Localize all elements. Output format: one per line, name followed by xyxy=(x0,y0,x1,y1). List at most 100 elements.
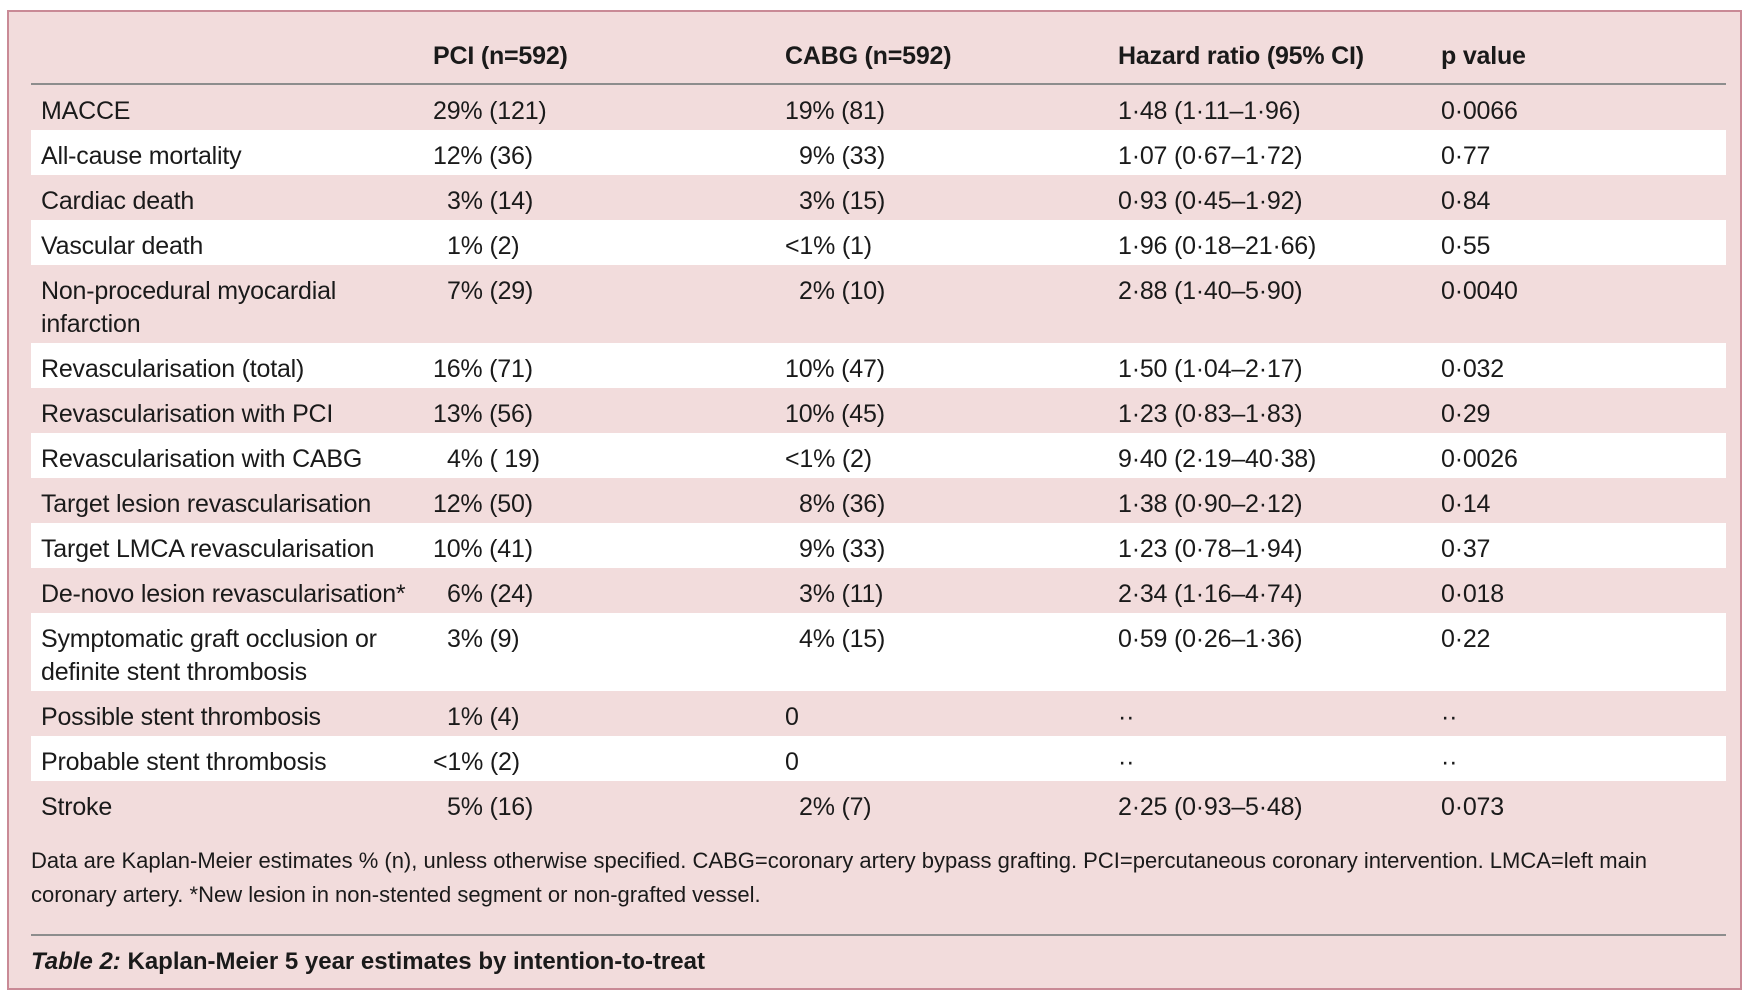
cell-pci: 12% (50) xyxy=(433,490,533,518)
table-body: MACCE 29% (121) 19% (81) 1·48 (1·11–1·96) 0·… xyxy=(31,84,1726,826)
table-row: Vascular death 1% (2) <1% (1) 1·96 (0·18–21… xyxy=(31,220,1726,265)
cell-pci: 16% (71) xyxy=(433,343,785,388)
cell-outcome: Stroke xyxy=(41,793,113,821)
table-row: De-novo lesion revascularisation* 6% (24)… xyxy=(31,568,1726,613)
cell-cabg: 10% (45) xyxy=(785,400,885,428)
table-caption: Table 2: Kaplan-Meier 5 year estimates b… xyxy=(31,948,1726,976)
table-row: Symptomatic graft occlusion or definite … xyxy=(31,613,1726,691)
cell-cabg: 2% (10) xyxy=(799,277,886,305)
cell-hazard-ratio: 1·50 (1·04–2·17) xyxy=(1118,343,1441,388)
results-table: PCI (n=592) CABG (n=592) Hazard ratio (9… xyxy=(31,30,1726,826)
cell-hazard-ratio: 1·38 (0·90–2·12) xyxy=(1118,490,1303,518)
table-row: Target lesion revascularisation 12% (50) 8… xyxy=(31,478,1726,523)
table-row: Target LMCA revascularisation 10% (41) 9% … xyxy=(31,523,1726,568)
cell-outcome: Non-procedural myocardial infarction xyxy=(41,277,337,338)
table-row: All-cause mortality 12% (36) 9% (33) 1·07 (… xyxy=(31,130,1726,175)
cell-outcome: Target lesion revascularisation xyxy=(41,490,372,518)
header-pci: PCI (n=592) xyxy=(433,30,785,85)
cell-outcome: Target LMCA revascularisation xyxy=(31,523,433,568)
cell-hazard-ratio: 1·07 (0·67–1·72) xyxy=(1118,130,1441,175)
table-row: Cardiac death 3% (14) 3% (15) 0·93 (0·45–1·… xyxy=(31,175,1726,220)
cell-pci: 7% (29) xyxy=(447,277,534,305)
cell-cabg: 3% (11) xyxy=(799,580,884,608)
header-row: PCI (n=592) CABG (n=592) Hazard ratio (9… xyxy=(31,30,1726,85)
cell-p-value: 0·14 xyxy=(1441,490,1491,518)
cell-outcome: MACCE xyxy=(41,97,131,125)
caption-divider xyxy=(31,934,1726,936)
cell-hazard-ratio: 1·23 (0·78–1·94) xyxy=(1118,523,1441,568)
table-panel: PCI (n=592) CABG (n=592) Hazard ratio (9… xyxy=(7,10,1742,990)
cell-p-value: 0·29 xyxy=(1441,400,1491,428)
cell-outcome: De-novo lesion revascularisation* xyxy=(41,580,406,608)
cell-cabg: 9% (33) xyxy=(785,130,1118,175)
cell-hazard-ratio: ·· xyxy=(1118,703,1135,731)
table-row: Revascularisation with CABG 4% ( 19) <1% (… xyxy=(31,433,1726,478)
table-row: Revascularisation with PCI 13% (56) 10% (4… xyxy=(31,388,1726,433)
cell-p-value: 0·84 xyxy=(1441,187,1491,215)
cell-hazard-ratio: ·· xyxy=(1118,736,1441,781)
cell-cabg: <1% (1) xyxy=(785,220,1118,265)
table-row: Stroke 5% (16) 2% (7) 2·25 (0·93–5·48) 0·073 xyxy=(31,781,1726,826)
cell-p-value: 0·22 xyxy=(1441,613,1726,691)
cell-outcome: Cardiac death xyxy=(41,187,195,215)
cell-pci: 29% (121) xyxy=(433,97,547,125)
cell-hazard-ratio: 0·93 (0·45–1·92) xyxy=(1118,187,1303,215)
header-p-value: p value xyxy=(1441,30,1726,85)
cell-cabg: 0 xyxy=(785,736,1118,781)
cell-hazard-ratio: 2·88 (1·40–5·90) xyxy=(1118,277,1303,305)
table-row: Probable stent thrombosis <1% (2) 0 ·· ·· xyxy=(31,736,1726,781)
cell-outcome: Probable stent thrombosis xyxy=(31,736,433,781)
cell-outcome: Possible stent thrombosis xyxy=(41,703,321,731)
cell-cabg: 3% (15) xyxy=(799,187,886,215)
header-hazard-ratio: Hazard ratio (95% CI) xyxy=(1118,30,1441,85)
cell-outcome: All-cause mortality xyxy=(31,130,433,175)
cell-p-value: 0·77 xyxy=(1441,130,1726,175)
cell-cabg: 8% (36) xyxy=(799,490,886,518)
cell-pci: 4% ( 19) xyxy=(433,433,785,478)
cell-pci: 10% (41) xyxy=(433,523,785,568)
cell-p-value: 0·37 xyxy=(1441,523,1726,568)
cell-hazard-ratio: 2·34 (1·16–4·74) xyxy=(1118,580,1303,608)
cell-pci: 3% (14) xyxy=(447,187,534,215)
cell-pci: 1% (2) xyxy=(433,220,785,265)
table-row: Non-procedural myocardial infarction 7% (… xyxy=(31,265,1726,343)
cell-hazard-ratio: 1·96 (0·18–21·66) xyxy=(1118,220,1441,265)
header-cabg: CABG (n=592) xyxy=(785,30,1118,85)
cell-cabg: 2% (7) xyxy=(799,793,872,821)
cell-p-value: 0·0040 xyxy=(1441,277,1518,305)
table-row: Possible stent thrombosis 1% (4) 0 ·· ·· xyxy=(31,691,1726,736)
cell-hazard-ratio: 9·40 (2·19–40·38) xyxy=(1118,433,1441,478)
cell-pci: 3% (9) xyxy=(433,613,785,691)
cell-pci: 1% (4) xyxy=(447,703,520,731)
cell-p-value: ·· xyxy=(1441,703,1458,731)
cell-hazard-ratio: 0·59 (0·26–1·36) xyxy=(1118,613,1441,691)
cell-outcome: Revascularisation with CABG xyxy=(31,433,433,478)
cell-outcome: Symptomatic graft occlusion or definite … xyxy=(31,613,433,691)
cell-outcome: Revascularisation with PCI xyxy=(41,400,334,428)
table-container: PCI (n=592) CABG (n=592) Hazard ratio (9… xyxy=(31,30,1726,976)
cell-outcome: Revascularisation (total) xyxy=(31,343,433,388)
cell-p-value: 0·0026 xyxy=(1441,433,1726,478)
cell-outcome: Vascular death xyxy=(31,220,433,265)
cell-pci: 6% (24) xyxy=(447,580,534,608)
cell-pci: 13% (56) xyxy=(433,400,533,428)
cell-hazard-ratio: 1·23 (0·83–1·83) xyxy=(1118,400,1303,428)
caption-label: Table 2: xyxy=(31,948,121,975)
table-row: MACCE 29% (121) 19% (81) 1·48 (1·11–1·96) 0·… xyxy=(31,84,1726,130)
table-footnote: Data are Kaplan-Meier estimates % (n), u… xyxy=(31,848,1647,907)
cell-p-value: 0·55 xyxy=(1441,220,1726,265)
cell-cabg: <1% (2) xyxy=(785,433,1118,478)
cell-p-value: 0·073 xyxy=(1441,793,1504,821)
cell-pci: 12% (36) xyxy=(433,130,785,175)
cell-p-value: 0·0066 xyxy=(1441,97,1518,125)
table-row: Revascularisation (total) 16% (71) 10% (47… xyxy=(31,343,1726,388)
cell-cabg: 9% (33) xyxy=(785,523,1118,568)
cell-p-value: 0·032 xyxy=(1441,343,1726,388)
cell-cabg: 19% (81) xyxy=(785,97,885,125)
header-outcome xyxy=(31,30,433,85)
cell-hazard-ratio: 2·25 (0·93–5·48) xyxy=(1118,793,1303,821)
caption-title: Kaplan-Meier 5 year estimates by intenti… xyxy=(120,948,705,975)
cell-hazard-ratio: 1·48 (1·11–1·96) xyxy=(1118,97,1301,125)
cell-cabg: 4% (15) xyxy=(785,613,1118,691)
cell-cabg: 0 xyxy=(785,703,799,731)
